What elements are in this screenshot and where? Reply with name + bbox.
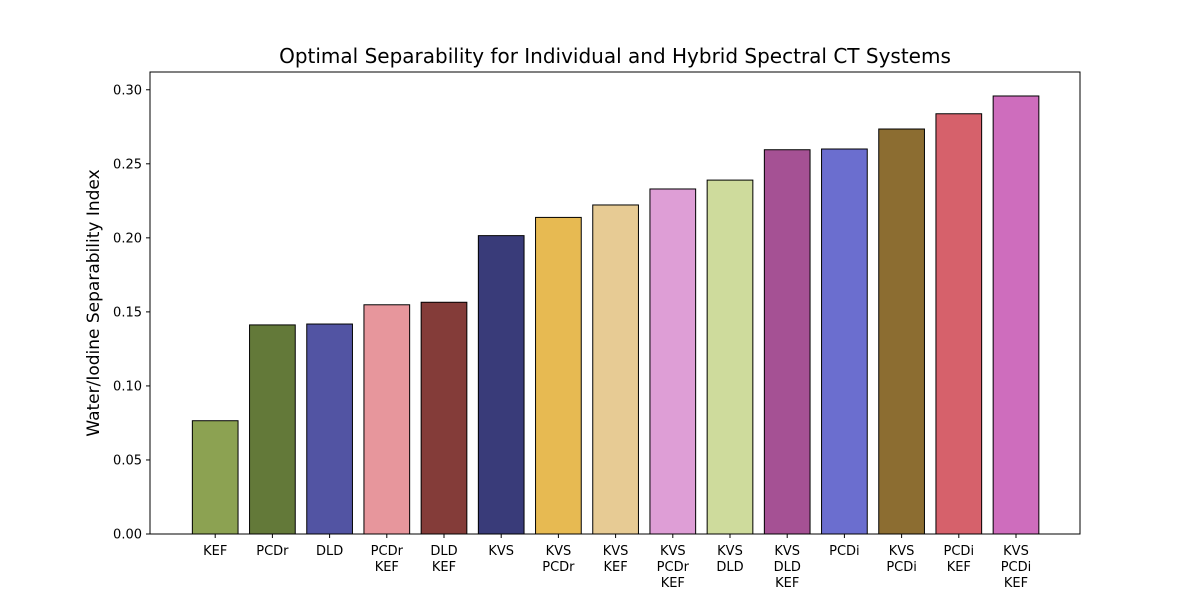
bar-kvs-dld-kef <box>763 149 811 535</box>
bar-kvs-dld <box>706 179 754 535</box>
x-tick-label: PCDr KEF <box>371 544 404 575</box>
bar-dld-kef <box>420 301 468 535</box>
y-axis-label: Water/Iodine Separability Index <box>84 169 104 436</box>
x-tick-label: DLD KEF <box>430 544 457 575</box>
bar-pcdi <box>821 148 868 535</box>
bar-kvs-kef <box>592 204 639 535</box>
x-tick-label: KVS <box>488 544 514 559</box>
x-tick-label: KVS PCDi KEF <box>1001 544 1032 591</box>
x-tick-label: KVS KEF <box>603 544 629 575</box>
x-tick-label: KVS PCDi <box>886 544 917 575</box>
y-tick-label: 0.20 <box>113 231 142 246</box>
y-tick-label: 0.30 <box>113 83 142 98</box>
x-tick-label: PCDi <box>829 544 860 559</box>
x-tick-label: KVS PCDr <box>542 544 575 575</box>
bar-kvs-pcdr <box>535 216 582 535</box>
bar-kvs <box>477 235 525 535</box>
x-tick-label: PCDi KEF <box>944 544 975 575</box>
chart-title: Optimal Separability for Individual and … <box>279 44 951 68</box>
x-tick-label: PCDr <box>256 544 289 559</box>
bars-group <box>191 95 1040 535</box>
bar-kvs-pcdi-kef <box>992 95 1040 535</box>
bar-pcdi-kef <box>935 113 983 535</box>
bar-kvs-pcdi <box>878 128 925 535</box>
x-tick-label: KVS PCDr KEF <box>657 544 690 591</box>
bar-kvs-pcdr-kef <box>649 188 697 535</box>
bar-pcdr <box>249 324 296 535</box>
y-tick-label: 0.05 <box>113 453 142 468</box>
x-tick-label: KVS DLD <box>716 544 743 575</box>
y-tick-label: 0.25 <box>113 157 142 172</box>
y-tick-label: 0.15 <box>113 305 142 320</box>
x-tick-label: DLD <box>316 544 343 559</box>
bar-dld <box>306 323 353 535</box>
x-axis-ticks: KEF PCDr DLD PCDr KEF DLD KEF KVS KVS PCDr KVS KEF K… <box>203 534 1031 591</box>
x-tick-label: KEF <box>203 544 227 559</box>
bar-kef <box>191 420 239 535</box>
bar-pcdr-kef <box>363 304 411 535</box>
y-axis-ticks: 0.00 0.05 0.10 0.15 0.20 0.25 0.30 <box>113 83 150 543</box>
x-tick-label: KVS DLD KEF <box>774 544 801 591</box>
y-tick-label: 0.00 <box>113 528 142 543</box>
plot-frame <box>149 71 1081 535</box>
y-tick-label: 0.10 <box>113 379 142 394</box>
